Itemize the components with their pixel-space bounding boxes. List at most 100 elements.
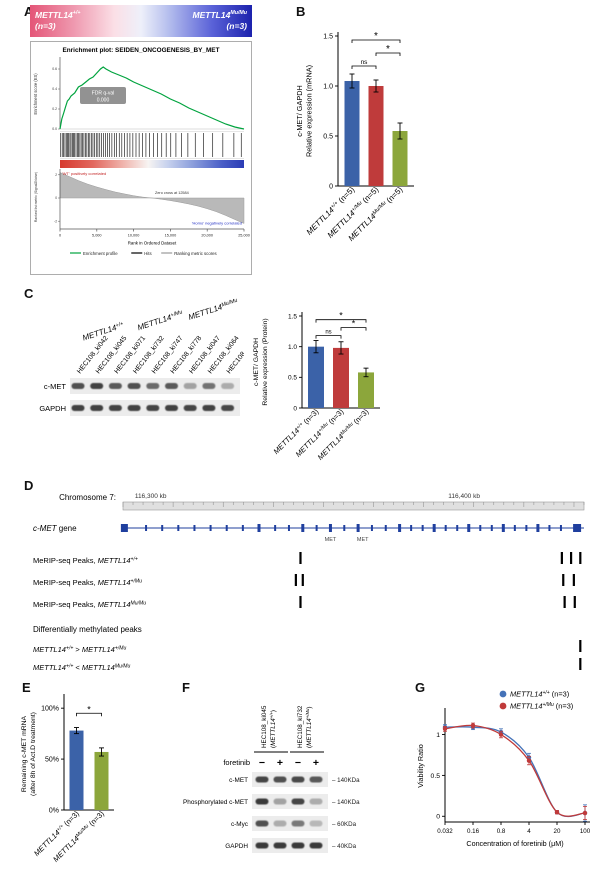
svg-text:0.5: 0.5 bbox=[431, 773, 441, 780]
svg-text:*: * bbox=[374, 31, 378, 42]
svg-text:5,000: 5,000 bbox=[92, 234, 102, 238]
svg-text:METTL14+/Mu (n=3): METTL14+/Mu (n=3) bbox=[510, 702, 573, 711]
svg-text:0.000: 0.000 bbox=[97, 98, 110, 104]
svg-text:0.4: 0.4 bbox=[52, 87, 57, 91]
svg-text:2: 2 bbox=[55, 173, 57, 177]
svg-text:0.032: 0.032 bbox=[437, 828, 453, 835]
svg-text:0: 0 bbox=[293, 405, 297, 412]
panel-g-line-chart: 0 0.5 1 0.032 0.16 0.8 4 20 100 Concentration of … bbox=[416, 690, 591, 848]
svg-text:0: 0 bbox=[55, 196, 57, 200]
svg-text:1.5: 1.5 bbox=[288, 313, 297, 320]
svg-text:ns: ns bbox=[361, 59, 369, 66]
svg-text:1: 1 bbox=[436, 732, 440, 739]
svg-text:Enrichment score (ES): Enrichment score (ES) bbox=[33, 73, 38, 115]
svg-text:+: + bbox=[313, 757, 319, 769]
svg-text:c-MET/ GAPDH: c-MET/ GAPDH bbox=[295, 85, 304, 136]
svg-text:c-Myc: c-Myc bbox=[231, 821, 249, 828]
panel-f-label: F bbox=[182, 680, 190, 695]
svg-text:METTL14+/+ (n=3): METTL14+/+ (n=3) bbox=[32, 809, 81, 858]
group-wildtype-name: METTL14+/+ bbox=[35, 9, 81, 20]
svg-text:*: * bbox=[339, 311, 343, 321]
svg-text:1.0: 1.0 bbox=[288, 344, 297, 351]
svg-text:FDR q-val: FDR q-val bbox=[92, 91, 115, 97]
svg-text:100%: 100% bbox=[41, 706, 59, 713]
svg-text:HEC108_ki732: HEC108_ki732 bbox=[297, 705, 304, 748]
panel-a-group-header: METTL14+/+ (n=3) METTL14Mu/Mu (n=3) bbox=[30, 5, 252, 37]
svg-text:c-MET: c-MET bbox=[229, 777, 248, 784]
svg-text:c-MET/ GAPDH: c-MET/ GAPDH bbox=[253, 338, 260, 386]
svg-text:20,000: 20,000 bbox=[201, 234, 213, 238]
panel-a-label: A bbox=[24, 4, 34, 19]
svg-text:Enrichment plot: SEIDEN_ONCOGE: Enrichment plot: SEIDEN_ONCOGENESIS_BY_M… bbox=[63, 47, 220, 54]
svg-text:116,300 kb: 116,300 kb bbox=[135, 493, 167, 500]
panel-e-label: E bbox=[22, 680, 31, 695]
panel-b-label: B bbox=[296, 4, 306, 19]
svg-text:*: * bbox=[386, 44, 390, 55]
svg-text:Ranking metric scores: Ranking metric scores bbox=[174, 251, 217, 256]
svg-text:Chromosome 7:: Chromosome 7: bbox=[59, 493, 116, 502]
svg-text:(after 8h of Act.D treatment): (after 8h of Act.D treatment) bbox=[30, 712, 37, 796]
svg-text:15,000: 15,000 bbox=[165, 234, 177, 238]
svg-text:0%: 0% bbox=[49, 807, 59, 814]
panel-d-label: D bbox=[24, 478, 34, 493]
svg-text:100: 100 bbox=[580, 828, 591, 835]
svg-text:4: 4 bbox=[527, 828, 531, 835]
svg-text:foretinib: foretinib bbox=[223, 758, 250, 767]
svg-text:– 40KDa: – 40KDa bbox=[332, 843, 357, 850]
panel-d-genome-tracks: Chromosome 7: 116,300 kb 116,400 kb c-MET g… bbox=[33, 493, 585, 672]
panel-f-western-blot: HEC108_ki045 (METTL14+/+) HEC108_ki732 (MET… bbox=[183, 705, 360, 853]
svg-text:Viability Ratio: Viability Ratio bbox=[416, 744, 425, 787]
svg-text:Ranked list metric (Signal2Noi: Ranked list metric (Signal2Noise) bbox=[34, 172, 38, 222]
svg-text:10,000: 10,000 bbox=[128, 234, 140, 238]
svg-text:*: * bbox=[352, 319, 356, 329]
svg-text:(METTL14+/Mu): (METTL14+/Mu) bbox=[305, 707, 313, 748]
group-wildtype-n: (n=3) bbox=[35, 21, 56, 31]
svg-text:METTL14+/+ (n=3): METTL14+/+ (n=3) bbox=[272, 407, 321, 456]
svg-text:– 140KDa: – 140KDa bbox=[332, 799, 360, 806]
svg-text:MeRIP-seq Peaks, METTL14+/Mu: MeRIP-seq Peaks, METTL14+/Mu bbox=[33, 578, 142, 587]
svg-text:Hits: Hits bbox=[144, 251, 151, 256]
svg-text:'Homo' negatively correlated: 'Homo' negatively correlated bbox=[192, 221, 242, 226]
svg-text:−: − bbox=[295, 757, 301, 769]
group-mutant-n: (n=3) bbox=[226, 21, 247, 31]
gsea-enrichment-plot: Enrichment plot: SEIDEN_ONCOGENESIS_BY_M… bbox=[30, 41, 252, 275]
svg-text:Zero cross at 12584: Zero cross at 12584 bbox=[155, 191, 189, 195]
svg-text:0: 0 bbox=[329, 183, 333, 190]
svg-text:MeRIP-seq Peaks, METTL14+/+: MeRIP-seq Peaks, METTL14+/+ bbox=[33, 556, 138, 565]
svg-text:0.0: 0.0 bbox=[52, 127, 57, 131]
panel-g-label: G bbox=[415, 680, 426, 695]
group-mutant-header: METTL14Mu/Mu (n=3) bbox=[193, 10, 247, 32]
svg-text:Rank in Ordered Dataset: Rank in Ordered Dataset bbox=[128, 241, 177, 246]
svg-text:0: 0 bbox=[59, 234, 61, 238]
svg-text:0.2: 0.2 bbox=[52, 107, 57, 111]
svg-text:0.16: 0.16 bbox=[467, 828, 480, 835]
svg-text:Remaining c-MET mRNA: Remaining c-MET mRNA bbox=[21, 715, 28, 792]
svg-text:Concentration of foretinib (μM: Concentration of foretinib (μM) bbox=[466, 839, 563, 848]
panel-e-bar-chart: 0%50%100% *METTL14+/+ (n=3)METTL14Mu/Mu (… bbox=[21, 694, 114, 864]
svg-text:Phosphorylated c-MET: Phosphorylated c-MET bbox=[183, 799, 248, 806]
panel-c-bar-chart: 00.51.01.5ns**METTL14+/+ (n=3)METTL14+/M… bbox=[253, 311, 380, 462]
svg-text:ns: ns bbox=[325, 330, 331, 336]
svg-text:– 60KDa: – 60KDa bbox=[332, 821, 357, 828]
svg-text:Enrichment profile: Enrichment profile bbox=[83, 251, 118, 256]
group-wildtype-header: METTL14+/+ (n=3) bbox=[35, 10, 80, 32]
svg-text:*: * bbox=[87, 704, 91, 714]
svg-text:0.8: 0.8 bbox=[497, 828, 506, 835]
svg-text:+: + bbox=[277, 757, 283, 769]
svg-text:−: − bbox=[259, 757, 265, 769]
panel-c-label: C bbox=[24, 286, 34, 301]
svg-text:116,400 kb: 116,400 kb bbox=[448, 493, 480, 500]
svg-text:0.5: 0.5 bbox=[288, 375, 297, 382]
svg-text:MET: MET bbox=[325, 537, 337, 543]
svg-text:25,000: 25,000 bbox=[238, 234, 250, 238]
svg-text:Differentially methylated peak: Differentially methylated peaks bbox=[33, 625, 142, 634]
svg-text:1.5: 1.5 bbox=[323, 33, 333, 40]
svg-text:GAPDH: GAPDH bbox=[39, 404, 66, 413]
svg-text:Relative expression (mRNA): Relative expression (mRNA) bbox=[305, 65, 314, 157]
svg-text:c-MET gene: c-MET gene bbox=[33, 524, 77, 533]
svg-text:METTL14+/+ < METTL14Mu/Mu: METTL14+/+ < METTL14Mu/Mu bbox=[33, 663, 131, 672]
svg-text:(METTL14+/+): (METTL14+/+) bbox=[269, 710, 277, 748]
svg-text:0: 0 bbox=[436, 814, 440, 821]
svg-text:METTL14Mu/Mu: METTL14Mu/Mu bbox=[187, 297, 239, 322]
